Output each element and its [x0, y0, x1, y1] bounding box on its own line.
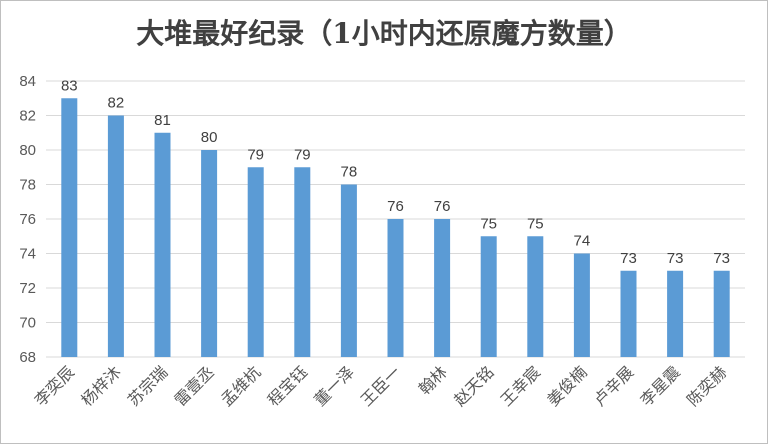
data-label: 81	[154, 112, 171, 129]
data-label: 75	[527, 215, 544, 232]
chart-title: 大堆最好纪录（1小时内还原魔方数量）	[136, 17, 632, 50]
x-tick-label: 陈奕赫	[683, 362, 730, 409]
data-label: 79	[247, 146, 264, 163]
y-tick-label: 78	[19, 177, 36, 194]
bar[interactable]	[573, 253, 590, 358]
x-tick-label: 王幸宸	[497, 362, 544, 409]
bar[interactable]	[713, 270, 730, 357]
x-tick-label: 王臣一	[357, 362, 404, 409]
data-label: 75	[480, 215, 497, 232]
data-label: 76	[434, 198, 451, 215]
data-label: 73	[667, 250, 684, 267]
data-label: 73	[620, 250, 637, 267]
y-tick-label: 76	[19, 211, 36, 228]
y-tick-label: 80	[19, 142, 36, 159]
data-label: 73	[713, 250, 730, 267]
data-label: 80	[201, 129, 218, 146]
y-tick-label: 82	[19, 108, 36, 125]
y-tick-label: 68	[19, 349, 36, 366]
y-tick-label: 72	[19, 280, 36, 297]
x-tick-label: 李奕辰	[31, 362, 78, 409]
data-label: 82	[108, 95, 125, 112]
data-label: 83	[61, 77, 78, 94]
x-tick-label: 赵天铭	[450, 362, 497, 409]
data-label: 79	[294, 146, 311, 163]
x-tick-label: 杨梓沐	[77, 362, 124, 409]
x-tick-label: 程宝钰	[264, 362, 311, 409]
bar[interactable]	[527, 236, 544, 357]
x-tick-label: 姜俊楠	[543, 362, 590, 409]
bar[interactable]	[201, 150, 218, 357]
y-tick-label: 70	[19, 315, 36, 332]
bar[interactable]	[340, 184, 357, 358]
bar[interactable]	[61, 98, 78, 357]
bar[interactable]	[294, 167, 311, 357]
bar[interactable]	[667, 270, 684, 357]
x-tick-label: 翰林	[415, 362, 451, 398]
bar[interactable]	[107, 115, 124, 358]
y-tick-label: 84	[19, 73, 36, 90]
data-label: 74	[574, 233, 591, 250]
x-tick-label: 苏宗瑞	[124, 362, 171, 409]
x-tick-label: 雷壹丞	[171, 362, 218, 409]
bar[interactable]	[387, 219, 404, 357]
x-tick-label: 卢辛展	[590, 362, 637, 409]
data-label: 78	[341, 164, 358, 181]
x-tick-label: 李星震	[637, 362, 684, 409]
bar[interactable]	[434, 219, 451, 357]
bar[interactable]	[480, 236, 497, 357]
y-tick-label: 74	[19, 246, 36, 263]
bar[interactable]	[247, 167, 264, 357]
bar[interactable]	[154, 132, 171, 357]
bar[interactable]	[620, 270, 637, 357]
x-tick-label: 孟维杭	[217, 362, 264, 409]
x-tick-label: 董一泽	[310, 362, 357, 409]
data-label: 76	[387, 198, 404, 215]
